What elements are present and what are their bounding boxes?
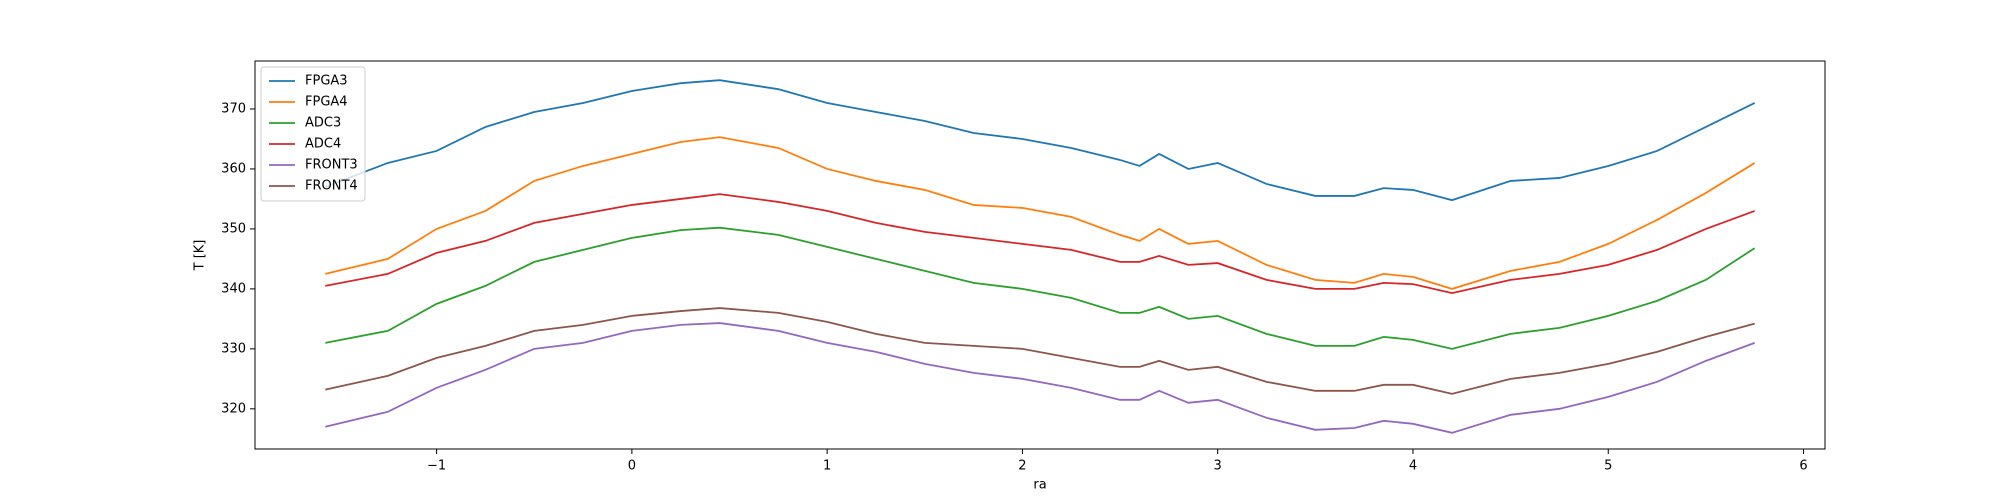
x-tick-label: 3 (1214, 459, 1222, 474)
x-tick-label: 1 (823, 459, 831, 474)
y-tick-label: 360 (221, 161, 246, 176)
x-tick-label: 5 (1604, 459, 1612, 474)
series-line (324, 79, 1756, 202)
y-tick-label: 370 (221, 101, 246, 116)
legend-label: FRONT3 (305, 158, 358, 173)
legend-box (260, 66, 366, 202)
x-tick-label: −1 (427, 459, 446, 474)
series-line (325, 136, 1756, 290)
x-tick-label: 0 (628, 459, 636, 474)
series-line (325, 226, 1756, 350)
y-axis-label: T [K] (193, 240, 208, 272)
y-tick-label: 320 (221, 401, 246, 416)
series-line (325, 322, 1756, 434)
x-axis-label: ra (1033, 478, 1046, 493)
legend-label: FRONT4 (305, 179, 358, 194)
legend-label: FPGA3 (305, 74, 348, 89)
series-line (325, 193, 1756, 295)
y-tick-label: 340 (221, 281, 246, 296)
y-tick-label: 350 (221, 221, 246, 236)
x-tick-label: 6 (1799, 459, 1807, 474)
legend-label: FPGA4 (305, 95, 348, 110)
y-tick-label: 330 (221, 341, 246, 356)
legend-label: ADC3 (305, 116, 341, 131)
series-line (325, 307, 1755, 395)
plot-frame (254, 60, 1826, 450)
x-tick-label: 4 (1409, 459, 1417, 474)
legend-label: ADC4 (305, 137, 341, 152)
x-tick-label: 2 (1018, 459, 1026, 474)
